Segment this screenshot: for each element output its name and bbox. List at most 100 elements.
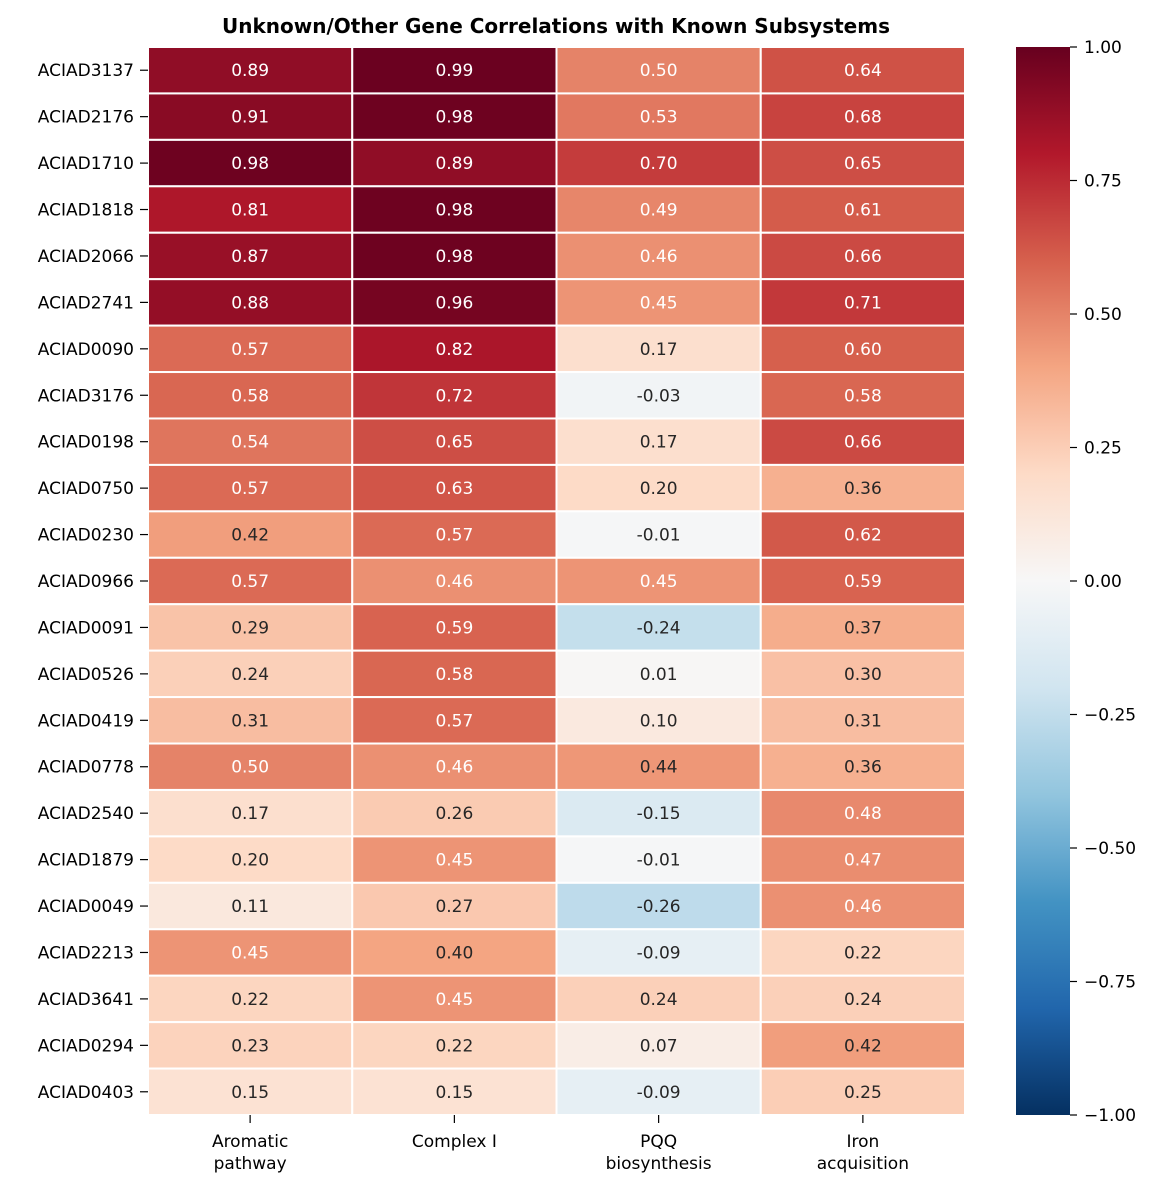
cell-value-label: 0.45 (640, 293, 678, 313)
y-tick-label: ACIAD2741 (38, 293, 134, 313)
y-tick-label: ACIAD2213 (38, 943, 134, 963)
y-tick-label: ACIAD1818 (38, 201, 134, 221)
cell-value-label: 0.22 (231, 990, 269, 1010)
heatmap-cell (759, 92, 966, 141)
y-tick-label: ACIAD0091 (38, 618, 134, 638)
cell-value-label: 0.45 (435, 990, 473, 1010)
cell-value-label: -0.03 (637, 386, 681, 406)
heatmap-cell (351, 974, 558, 1024)
heatmap-cell (147, 1067, 354, 1116)
cell-value-label: 0.53 (640, 108, 678, 128)
heatmap-cell (555, 278, 762, 327)
colorbar-tick-label: −0.50 (1084, 839, 1136, 859)
cell-value-label: 0.54 (231, 433, 269, 453)
heatmap-cell (555, 881, 762, 931)
heatmap-cell (759, 417, 966, 466)
heatmap-cell (555, 371, 762, 420)
y-tick-label: ACIAD0750 (38, 479, 134, 499)
y-tick-label: ACIAD2176 (38, 108, 134, 128)
cell-value-label: 0.89 (231, 61, 269, 81)
x-tick-label: PQQ biosynthesis (606, 1132, 712, 1174)
heatmap-cell (351, 231, 558, 281)
cell-value-label: 0.87 (231, 247, 269, 267)
cell-value-label: 0.58 (435, 665, 473, 685)
cell-value-label: 0.11 (231, 897, 269, 917)
y-tick-label: ACIAD3641 (38, 990, 134, 1010)
cell-value-label: 0.26 (435, 804, 473, 824)
heatmap-cell (555, 556, 762, 606)
heatmap-cell (555, 974, 762, 1024)
cell-value-label: 0.98 (435, 201, 473, 221)
heatmap-cell (759, 510, 966, 559)
chart-title: Unknown/Other Gene Correlations with Kno… (222, 14, 890, 38)
cell-value-label: 0.59 (435, 618, 473, 638)
heatmap-cell (555, 603, 762, 652)
heatmap-cell (555, 649, 762, 699)
cell-value-label: 0.65 (844, 154, 882, 174)
cell-value-label: 0.91 (231, 108, 269, 128)
cell-value-label: 0.42 (844, 1036, 882, 1056)
cell-value-label: 0.46 (844, 897, 882, 917)
heatmap-cell (759, 556, 966, 606)
heatmap-cell (147, 278, 354, 327)
cell-value-label: 0.22 (435, 1036, 473, 1056)
y-tick-label: ACIAD0403 (38, 1083, 134, 1103)
x-tick-label: Iron acquisition (817, 1132, 909, 1174)
cell-value-label: 0.47 (844, 851, 882, 871)
cell-value-label: 0.99 (435, 61, 473, 81)
y-tick-label: ACIAD0778 (38, 758, 134, 778)
cell-value-label: 0.58 (844, 386, 882, 406)
cell-value-label: 0.15 (435, 1083, 473, 1103)
cell-value-label: 0.24 (844, 990, 882, 1010)
cell-value-label: 0.46 (640, 247, 678, 267)
cell-value-label: 0.50 (640, 61, 678, 81)
cell-value-label: 0.98 (231, 154, 269, 174)
cell-value-label: 0.31 (844, 711, 882, 731)
cell-value-label: 0.30 (844, 665, 882, 685)
y-tick-label: ACIAD0090 (38, 340, 134, 360)
cell-value-label: 0.27 (435, 897, 473, 917)
colorbar-tick-label: 0.50 (1084, 305, 1122, 325)
heatmap-cell (351, 185, 558, 234)
cell-value-label: 0.58 (231, 386, 269, 406)
heatmap-cell (759, 928, 966, 977)
y-tick-label: ACIAD0966 (38, 572, 134, 592)
heatmap-cell (759, 463, 966, 513)
cell-value-label: 0.46 (435, 572, 473, 592)
cell-value-label: 0.59 (844, 572, 882, 592)
cell-value-label: 0.57 (231, 479, 269, 499)
heatmap-cell (147, 742, 354, 791)
cell-value-label: 0.23 (231, 1036, 269, 1056)
heatmap-cell (555, 1067, 762, 1116)
heatmap-cell (555, 324, 762, 374)
cell-value-label: 0.57 (435, 526, 473, 546)
colorbar (1016, 47, 1070, 1115)
cell-value-label: -0.26 (637, 897, 681, 917)
cell-value-label: 0.88 (231, 293, 269, 313)
cell-value-label: 0.17 (640, 340, 678, 360)
heatmap-cell (147, 881, 354, 931)
cell-value-label: 0.01 (640, 665, 678, 685)
cell-value-label: 0.66 (844, 247, 882, 267)
cell-value-label: 0.48 (844, 804, 882, 824)
heatmap-cell (555, 928, 762, 977)
cell-value-label: 0.37 (844, 618, 882, 638)
cell-value-label: 0.66 (844, 433, 882, 453)
y-tick-label: ACIAD0526 (38, 665, 134, 685)
heatmap-cell (759, 185, 966, 234)
heatmap-cell (759, 881, 966, 931)
heatmap-cell (147, 556, 354, 606)
cell-value-label: 0.68 (844, 108, 882, 128)
heatmap-cell (759, 603, 966, 652)
heatmap-cell (351, 928, 558, 977)
y-tick-label: ACIAD3176 (38, 386, 134, 406)
heatmap-cell (147, 603, 354, 652)
cell-value-label: 0.96 (435, 293, 473, 313)
cell-value-label: 0.17 (640, 433, 678, 453)
cell-value-label: 0.60 (844, 340, 882, 360)
heatmap-cell (555, 788, 762, 838)
cell-value-label: -0.09 (637, 943, 681, 963)
cell-value-label: 0.36 (844, 758, 882, 778)
x-tick-label: Complex I (412, 1132, 497, 1152)
